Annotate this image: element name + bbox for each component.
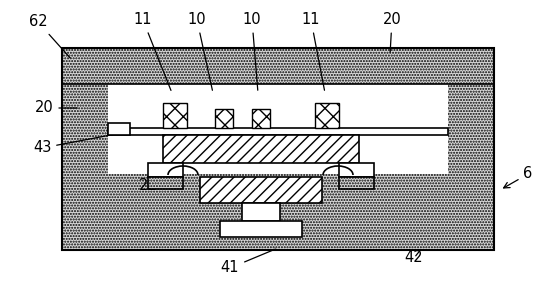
Bar <box>252 109 270 128</box>
Bar <box>339 177 374 189</box>
Bar <box>62 48 494 250</box>
Bar <box>448 84 494 174</box>
Bar <box>315 103 339 128</box>
Text: 20: 20 <box>35 100 77 115</box>
Bar <box>163 135 359 163</box>
Bar <box>62 48 494 250</box>
Text: 41: 41 <box>221 249 276 276</box>
Bar <box>200 177 322 203</box>
Bar <box>215 109 233 128</box>
Text: 20: 20 <box>383 13 401 52</box>
Bar <box>108 123 130 135</box>
Text: 62: 62 <box>28 15 70 58</box>
Bar <box>62 84 108 174</box>
Text: 11: 11 <box>134 13 171 90</box>
Text: 43: 43 <box>33 135 113 156</box>
Text: 21: 21 <box>347 175 365 191</box>
Bar <box>148 163 183 177</box>
Bar <box>163 103 187 128</box>
Bar <box>108 84 448 174</box>
Bar <box>62 48 494 84</box>
Text: 22: 22 <box>138 177 162 193</box>
Bar <box>62 174 494 250</box>
Text: 10: 10 <box>243 13 261 90</box>
Bar <box>220 221 302 237</box>
Text: 11: 11 <box>302 13 324 90</box>
Bar <box>242 203 280 221</box>
Text: 42: 42 <box>405 250 424 265</box>
Bar <box>148 177 183 189</box>
Bar <box>108 128 448 135</box>
Text: 6: 6 <box>504 166 533 188</box>
Text: 10: 10 <box>187 13 213 90</box>
Bar <box>339 163 374 177</box>
